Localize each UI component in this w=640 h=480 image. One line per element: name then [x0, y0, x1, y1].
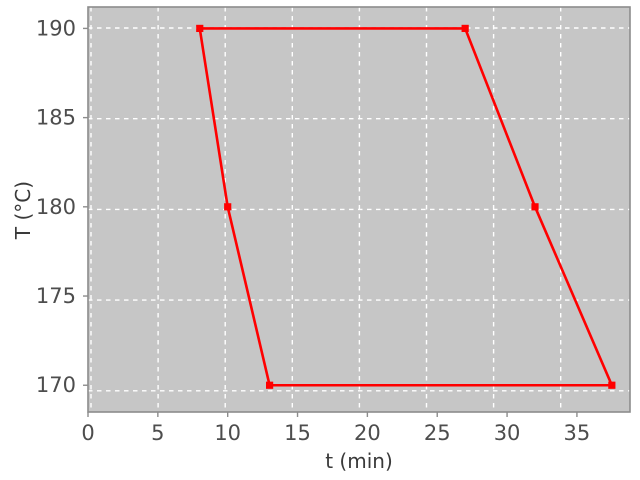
y-tick-label: 170 — [36, 373, 76, 397]
x-tick-label: 5 — [151, 421, 164, 445]
y-tick-label: 175 — [36, 284, 76, 308]
y-axis-title: T (°C) — [11, 181, 35, 240]
x-axis-tick-marks — [87, 412, 578, 417]
data-point-marker — [224, 203, 232, 211]
y-tick-label: 190 — [36, 16, 76, 40]
x-tick-label: 15 — [284, 421, 311, 445]
x-tick-label: 20 — [354, 421, 381, 445]
data-point-marker — [266, 381, 274, 389]
x-tick-label: 30 — [494, 421, 521, 445]
y-tick-label: 180 — [36, 195, 76, 219]
plot-area-border — [87, 6, 631, 413]
data-series-markers — [196, 24, 616, 389]
y-tick-label: 185 — [36, 106, 76, 130]
x-tick-label: 35 — [564, 421, 591, 445]
data-point-marker — [608, 381, 616, 389]
x-tick-label: 10 — [214, 421, 241, 445]
x-axis-title: t (min) — [325, 449, 393, 473]
data-point-marker — [461, 24, 469, 33]
x-tick-label: 25 — [424, 421, 451, 445]
x-tick-label: 0 — [81, 421, 94, 445]
y-axis-tick-labels: 170 175 180 185 190 — [36, 16, 76, 397]
x-axis-tick-labels: 0 5 10 15 20 25 30 35 — [81, 421, 590, 445]
y-axis-tick-marks — [83, 27, 88, 386]
data-point-marker — [196, 24, 204, 33]
data-point-marker — [531, 203, 539, 211]
